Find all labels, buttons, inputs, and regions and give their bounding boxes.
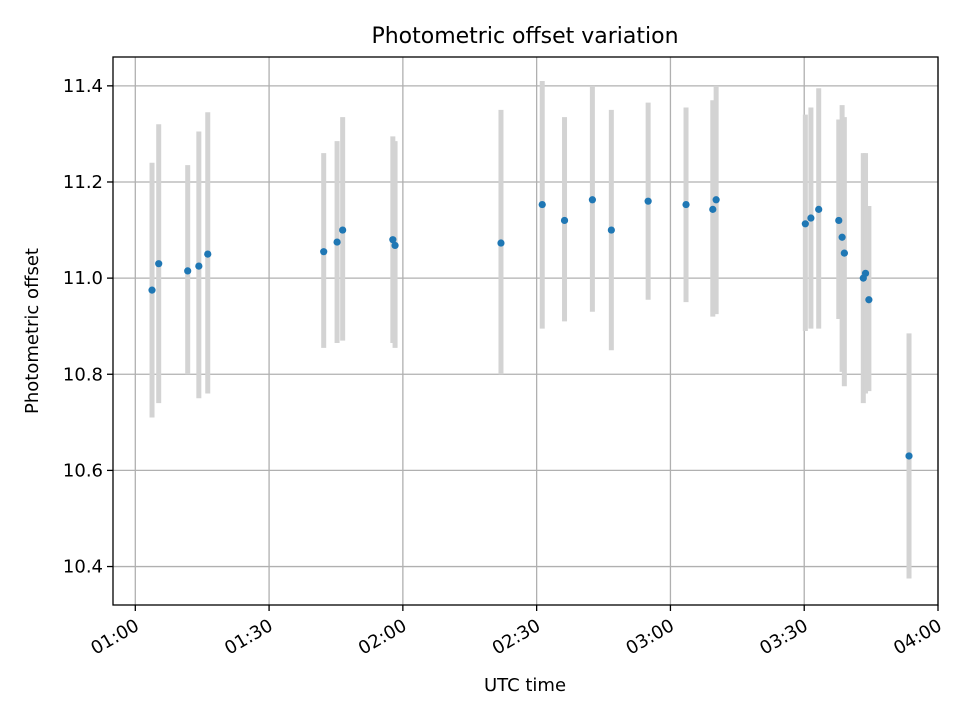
y-tick-label: 11.2 <box>63 172 103 193</box>
data-point <box>840 249 848 257</box>
data-point <box>801 220 809 228</box>
plot-frame <box>112 56 939 606</box>
data-point <box>184 267 192 275</box>
data-point <box>389 236 397 244</box>
data-point <box>682 200 690 209</box>
data-point <box>865 296 873 304</box>
chart-title: Photometric offset variation <box>371 24 678 49</box>
data-point <box>709 205 717 213</box>
x-axis-title: UTC time <box>484 675 566 696</box>
data-point <box>391 241 399 250</box>
data-point <box>838 233 846 241</box>
y-axis-title: Photometric offset <box>22 248 43 414</box>
y-tick-label: 11.4 <box>63 76 103 97</box>
data-point <box>861 269 870 277</box>
data-point <box>204 250 212 258</box>
data-point <box>905 452 913 460</box>
data-point <box>497 239 505 247</box>
data-point <box>835 216 843 225</box>
data-point <box>807 214 815 222</box>
data-point <box>588 196 596 204</box>
y-tick-label: 10.4 <box>63 557 103 578</box>
data-point <box>155 260 163 268</box>
data-point <box>815 205 823 213</box>
data-point <box>195 262 203 270</box>
data-point <box>712 196 720 204</box>
y-axis-ticks: 10.4 10.6 10.8 11.0 11.2 11.4 <box>63 76 113 578</box>
data-point <box>560 216 569 225</box>
data-point <box>320 248 328 256</box>
data-point <box>644 197 652 205</box>
y-tick-label: 10.6 <box>63 460 103 481</box>
data-point <box>538 200 546 209</box>
data-point <box>333 238 341 246</box>
data-point <box>339 226 347 234</box>
data-point <box>148 286 156 294</box>
data-points <box>148 196 913 460</box>
y-tick-label: 11.0 <box>63 268 103 289</box>
y-tick-label: 10.8 <box>63 364 103 385</box>
data-point <box>607 226 615 234</box>
